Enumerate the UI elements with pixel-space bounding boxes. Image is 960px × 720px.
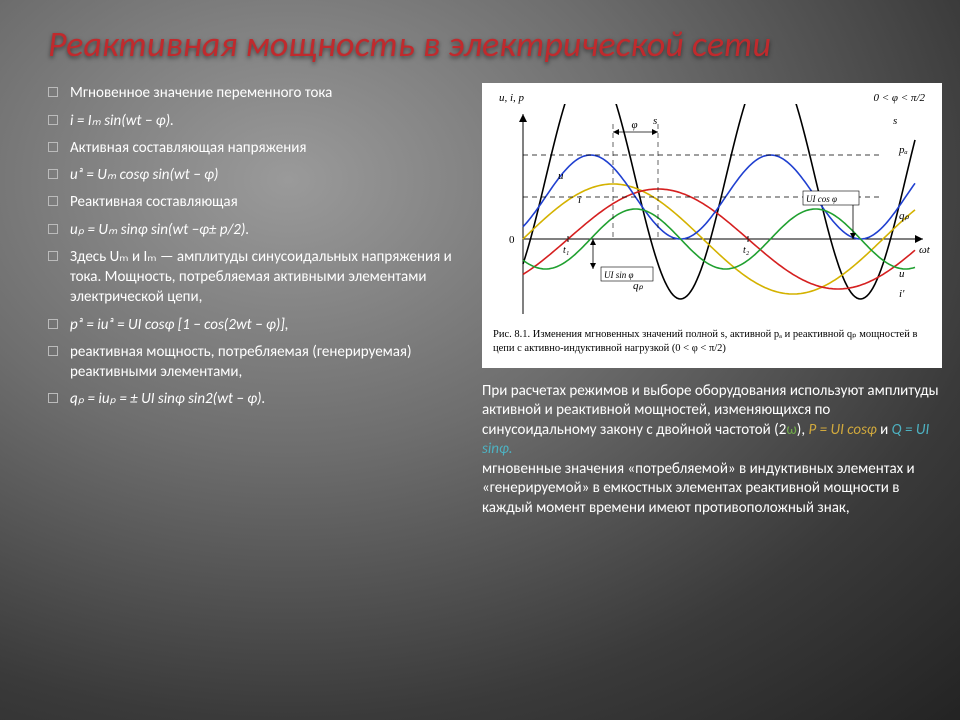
svg-text:u: u [558,170,564,182]
slide-columns: Мгновенное значение переменного тока i = … [48,83,940,518]
right-text-p2: мгновенные значения «потребляемой» в инд… [482,460,915,517]
bullet-item: i = Iₘ sin(wt − φ). [48,111,468,131]
right-text-and: и [877,421,892,439]
svg-text:i: i [578,194,581,206]
svg-text:0: 0 [509,234,515,246]
svg-text:ωt: ωt [919,244,931,256]
left-column: Мгновенное значение переменного тока i = … [48,83,468,518]
omega-symbol: ω [786,421,796,439]
right-paragraph: При расчетах режимов и выборе оборудован… [482,382,942,519]
slide: Реактивная мощность в электрической сети… [0,0,960,720]
bullet-item: Реактивная составляющая [48,192,468,212]
svg-text:φ: φ [632,119,638,131]
svg-text:t₂: t₂ [743,245,750,256]
svg-text:UI sin φ: UI sin φ [604,270,633,280]
svg-text:qₚ: qₚ [899,210,910,222]
figure-condition: 0 < φ < π/2 [874,92,926,104]
right-text-close: ), [797,421,805,439]
slide-title: Реактивная мощность в электрической сети [48,24,940,65]
svg-text:pₐ: pₐ [898,144,908,156]
figure-panel: u, i, p 0 < φ < π/2 0 ωt UI cos φ UI sin φ φ… [482,83,942,367]
power-waveforms-chart: 0 ωt UI cos φ UI sin φ φ t₁ t₂ u i qₚ s s pₐ qₚ u i' [493,104,933,324]
bullet-item: реактивная мощность, потребляемая (генер… [48,342,468,383]
bullet-item: pₐ = iuₐ = UI cosφ [1 − cos(2wt − φ)], [48,315,468,335]
figure-y-label: u, i, p [499,92,524,104]
right-column: u, i, p 0 < φ < π/2 0 ωt UI cos φ UI sin φ φ… [482,83,942,518]
bullet-item: uₚ = Uₘ sinφ sin(wt −φ± p/2). [48,220,468,240]
formula-p: P = UI cosφ [808,421,876,439]
bullet-item: Здесь Uₘ и Iₘ — амплитуды синусоидальных… [48,247,468,308]
bullet-item: Мгновенное значение переменного тока [48,83,468,103]
svg-text:s: s [893,115,897,127]
svg-text:i': i' [899,288,905,300]
svg-text:u: u [899,268,905,280]
bullet-item: qₚ = iuₚ = ± UI sinφ sin2(wt − φ). [48,389,468,409]
svg-text:s: s [653,115,657,127]
bullet-list: Мгновенное значение переменного тока i = … [48,83,468,409]
svg-text:t₁: t₁ [563,245,569,256]
svg-text:UI cos φ: UI cos φ [806,194,837,204]
figure-header: u, i, p 0 < φ < π/2 [493,90,931,104]
bullet-item: uₐ = Uₘ cosφ sin(wt − φ) [48,165,468,185]
svg-text:qₚ: qₚ [633,280,644,292]
figure-caption: Рис. 8.1. Изменения мгновенных значений … [493,328,931,354]
bullet-item: Активная составляющая напряжения [48,138,468,158]
